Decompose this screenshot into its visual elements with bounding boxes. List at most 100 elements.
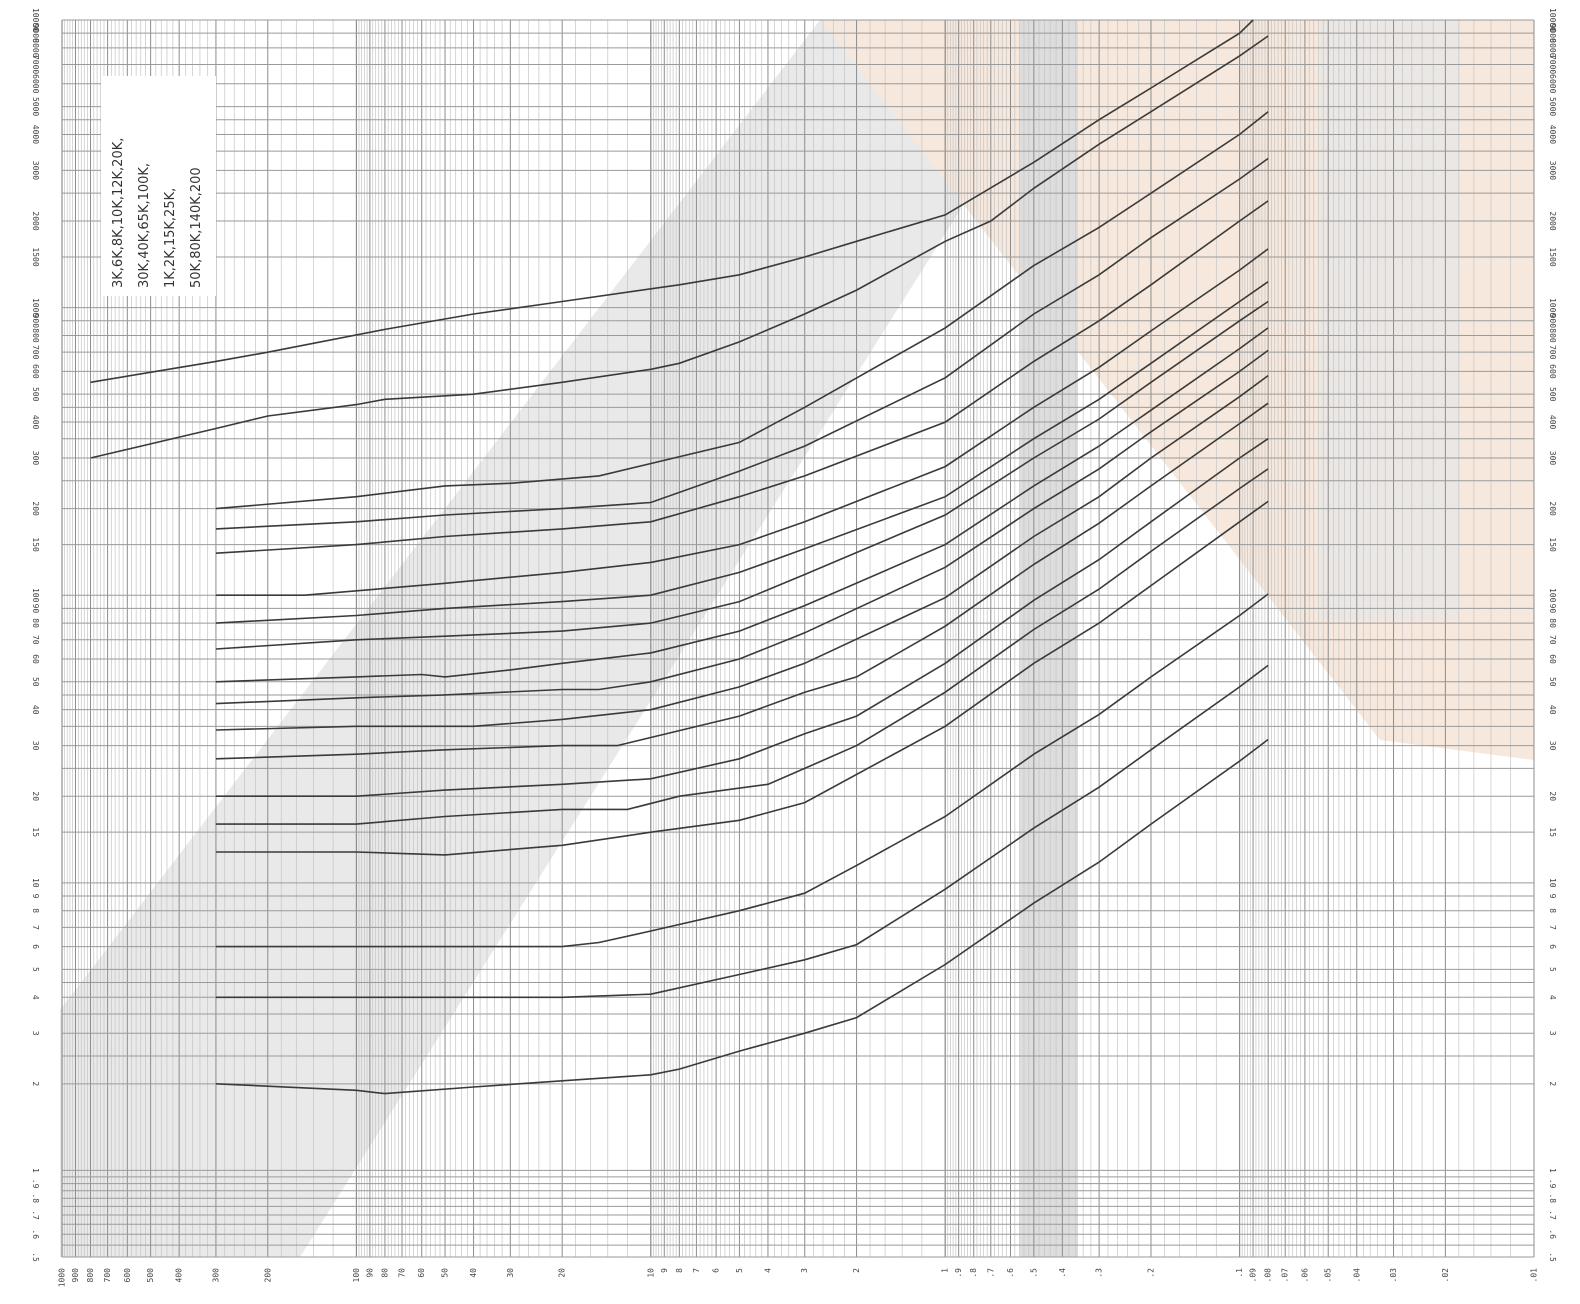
y-tick-label-left: 1000 (31, 298, 40, 317)
series-layer (90, 19, 1269, 1095)
y-tick-label-right: 60 (1548, 654, 1557, 664)
series-line-15 (215, 500, 1269, 856)
series-line-18 (215, 738, 1269, 1095)
y-grid (62, 19, 1534, 1258)
y-tick-label-left: .9 (31, 1179, 40, 1189)
x-tick-label: .04 (1352, 1268, 1361, 1283)
y-tick-label-right: 5 (1548, 967, 1557, 972)
x-tick-label: .5 (1029, 1268, 1038, 1278)
x-tick-label: .1 (1235, 1268, 1244, 1278)
y-tick-label-right: 7 (1548, 925, 1557, 930)
y-tick-label-right: 100 (1548, 588, 1557, 603)
legend-line-4: 50K,80K,140K,200 (189, 167, 204, 288)
x-tick-label: 4 (764, 1268, 773, 1273)
y-tick-label-left: 30 (31, 741, 40, 751)
y-tick-label-left: 6000 (31, 74, 40, 93)
series-line-8 (215, 300, 1269, 650)
x-tick-label: 40 (469, 1268, 478, 1278)
y-tick-label-left: 4000 (31, 125, 40, 144)
x-tick-label: .01 (1530, 1268, 1539, 1283)
y-tick-label-right: 6 (1548, 944, 1557, 949)
series-line-2 (90, 35, 1269, 459)
y-tick-label-left: 7 (31, 925, 40, 930)
y-tick-label-left: 600 (31, 364, 40, 379)
x-tick-label: 20 (558, 1268, 567, 1278)
x-tick-label: .08 (1264, 1268, 1273, 1283)
y-tick-label-right: 9 (1548, 894, 1557, 899)
y-tick-label-left: 100 (31, 588, 40, 603)
y-tick-label-right: 10000 (1548, 8, 1557, 32)
y-tick-label-right: 40 (1548, 705, 1557, 715)
y-tick-label-right: 9000 (1548, 24, 1557, 43)
series-line-3 (215, 111, 1269, 510)
y-tick-label-right: 1000 (1548, 298, 1557, 317)
x-tick-label: .8 (969, 1268, 978, 1278)
y-tick-label-right: 1 (1548, 1168, 1557, 1173)
series-line-17 (215, 664, 1269, 999)
series-line-11 (215, 374, 1269, 731)
y-tick-label-right: 8 (1548, 908, 1557, 913)
y-tick-label-left: 80 (31, 618, 40, 628)
y-tick-label-right: 3000 (1548, 161, 1557, 180)
x-tick-label: 8 (675, 1268, 684, 1273)
y-tick-label-left: 8 (31, 908, 40, 913)
y-tick-label-left: 50 (31, 677, 40, 687)
y-tick-label-left: 200 (31, 501, 40, 516)
x-tick-label: .7 (986, 1268, 995, 1278)
series-line-4 (215, 157, 1269, 530)
x-tick-label: .4 (1058, 1268, 1067, 1278)
x-tick-label: .03 (1389, 1268, 1398, 1283)
series-line-6 (215, 248, 1269, 596)
x-tick-label: 900 (71, 1268, 80, 1283)
y-tick-label-left: 10000 (31, 8, 40, 32)
y-tick-label-left: 3000 (31, 161, 40, 180)
x-tick-label: .6 (1006, 1268, 1015, 1278)
y-tick-label-left: 20 (31, 791, 40, 801)
y-tick-label-right: 4000 (1548, 125, 1557, 144)
y-tick-label-right: 200 (1548, 501, 1557, 516)
y-axis-labels-left: 1000090008000700060005000400030002000150… (31, 8, 40, 1262)
y-tick-label-left: 3 (31, 1031, 40, 1036)
x-tick-label: .3 (1095, 1268, 1104, 1278)
y-tick-label-right: 70 (1548, 635, 1557, 645)
x-tick-label: .02 (1441, 1268, 1450, 1283)
y-tick-label-left: 5000 (31, 97, 40, 116)
y-tick-label-left: 90 (31, 604, 40, 614)
x-tick-label: 80 (380, 1268, 389, 1278)
y-tick-label-left: 60 (31, 654, 40, 664)
x-tick-label: 800 (86, 1268, 95, 1283)
series-line-12 (215, 402, 1269, 760)
y-tick-label-right: 700 (1548, 345, 1557, 360)
y-tick-label-right: 50 (1548, 677, 1557, 687)
y-tick-label-left: .5 (31, 1252, 40, 1262)
y-tick-label-right: 4 (1548, 995, 1557, 1000)
x-tick-label: 50 (441, 1268, 450, 1278)
y-tick-label-left: 800 (31, 328, 40, 343)
y-tick-label-right: .7 (1548, 1210, 1557, 1220)
y-tick-label-left: 300 (31, 451, 40, 466)
y-tick-label-left: .6 (31, 1229, 40, 1239)
x-tick-label: 5 (735, 1268, 744, 1273)
y-tick-label-left: 10 (31, 878, 40, 888)
x-tick-label: 200 (263, 1268, 272, 1283)
y-tick-label-left: 40 (31, 705, 40, 715)
x-tick-label: .2 (1147, 1268, 1156, 1278)
x-tick-label: 10 (646, 1268, 655, 1278)
x-axis-labels: 1000 900 800 700 600 500 400 300 200 100 90 80 70 60 5… (58, 1268, 1539, 1287)
y-tick-label-right: 1500 (1548, 247, 1557, 266)
y-tick-label-left: 1 (31, 1168, 40, 1173)
shade-column (1020, 20, 1078, 1257)
y-tick-label-right: .5 (1548, 1252, 1557, 1262)
y-tick-label-left: 8000 (31, 38, 40, 57)
y-tick-label-right: 20 (1548, 791, 1557, 801)
y-tick-label-left: 4 (31, 995, 40, 1000)
y-tick-label-right: 3 (1548, 1031, 1557, 1036)
x-tick-label: 1000 (58, 1268, 67, 1287)
y-tick-label-right: 7000 (1548, 55, 1557, 74)
legend-line-3: 1K,2K,15K,25K, (163, 187, 178, 288)
y-tick-label-left: 6 (31, 944, 40, 949)
x-tick-label: .09 (1249, 1268, 1258, 1283)
y-tick-label-left: 9 (31, 894, 40, 899)
y-tick-label-left: 1500 (31, 247, 40, 266)
